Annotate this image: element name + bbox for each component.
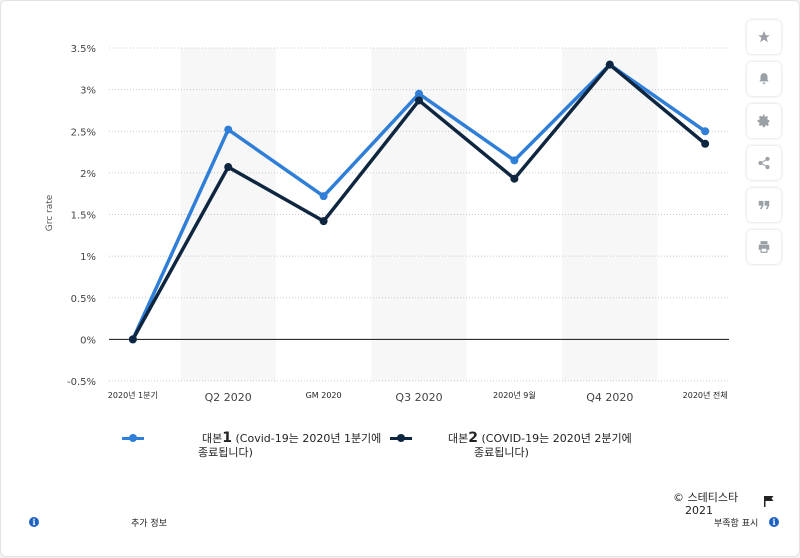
legend-item-1[interactable]: 대본1 (Covid-19는 2020년 1분기에 종료됩니다) xyxy=(122,431,402,461)
legend-text-2: (COVID-19는 2020년 2분기에 xyxy=(481,432,632,445)
x-tick-label: GM 2020 xyxy=(306,391,342,400)
cite-button[interactable] xyxy=(747,188,781,222)
star-button[interactable] xyxy=(747,20,781,54)
toolbar xyxy=(747,20,781,272)
flag-icon[interactable] xyxy=(763,492,775,507)
y-axis-label: Grc rate xyxy=(45,194,55,231)
report-link[interactable]: 부족함 표시 xyxy=(714,519,759,529)
data-point-s2[interactable] xyxy=(605,60,614,69)
data-point-s1[interactable] xyxy=(510,156,519,165)
legend-num-2: 2 xyxy=(468,430,478,446)
more-info-link[interactable]: 추가 정보 xyxy=(131,519,167,529)
y-tick-label: 1.5% xyxy=(71,211,96,222)
y-tick-label: 0.5% xyxy=(71,294,96,305)
data-point-s1[interactable] xyxy=(224,125,233,134)
quote-icon xyxy=(758,200,770,210)
x-tick-label: 2020년 전체 xyxy=(683,390,728,400)
star-icon xyxy=(758,31,770,43)
bell-icon xyxy=(759,73,769,84)
copyright-text[interactable]: © 스테티스타 xyxy=(673,491,739,504)
print-icon xyxy=(758,241,770,253)
legend-text2-1: 종료됩니다) xyxy=(198,446,253,459)
x-tick-label: 2020년 1분기 xyxy=(108,390,158,400)
data-point-s2[interactable] xyxy=(128,335,137,344)
legend-swatch-1 xyxy=(122,434,144,442)
legend-prefix-1: 대본 xyxy=(202,432,223,445)
report-info-icon[interactable]: i xyxy=(769,517,779,527)
gear-icon xyxy=(757,114,770,128)
y-tick-label: 0% xyxy=(80,335,96,346)
legend-prefix-2: 대본 xyxy=(448,432,469,445)
data-point-s2[interactable] xyxy=(224,163,233,172)
data-point-s2[interactable] xyxy=(701,139,710,148)
data-point-s2[interactable] xyxy=(415,96,423,105)
share-button[interactable] xyxy=(747,146,781,180)
info-icon[interactable]: i xyxy=(29,517,39,527)
settings-button[interactable] xyxy=(747,104,781,138)
data-point-s1[interactable] xyxy=(319,192,328,201)
legend-num-1: 1 xyxy=(222,430,232,446)
legend-text-1: (Covid-19는 2020년 1분기에 xyxy=(235,432,382,445)
x-tick-label: Q4 2020 xyxy=(586,391,633,404)
y-tick-label: 2% xyxy=(80,169,96,180)
data-point-s2[interactable] xyxy=(510,174,519,183)
legend-text2-2: 종료됩니다) xyxy=(474,446,529,459)
data-point-s2[interactable] xyxy=(319,217,328,226)
share-icon xyxy=(758,156,770,170)
data-point-s1[interactable] xyxy=(415,89,423,98)
copyright-year: 2021 xyxy=(685,504,713,517)
y-tick-label: 2.5% xyxy=(71,127,96,138)
band-1 xyxy=(180,48,276,381)
y-tick-label: -0.5% xyxy=(67,377,96,388)
y-tick-label: 3% xyxy=(80,86,96,97)
print-button[interactable] xyxy=(747,230,781,264)
legend-item-2[interactable]: 대본2 (COVID-19는 2020년 2분기에 종료됩니다) xyxy=(390,431,680,461)
legend-swatch-2 xyxy=(390,434,412,442)
y-tick-label: 1% xyxy=(80,252,96,263)
x-tick-label: Q3 2020 xyxy=(395,391,442,404)
notification-button[interactable] xyxy=(747,62,781,96)
x-tick-label: Q2 2020 xyxy=(205,391,252,404)
x-tick-label: 2020년 9월 xyxy=(493,390,536,400)
y-tick-label: 3.5% xyxy=(71,44,96,55)
data-point-s1[interactable] xyxy=(701,127,710,136)
